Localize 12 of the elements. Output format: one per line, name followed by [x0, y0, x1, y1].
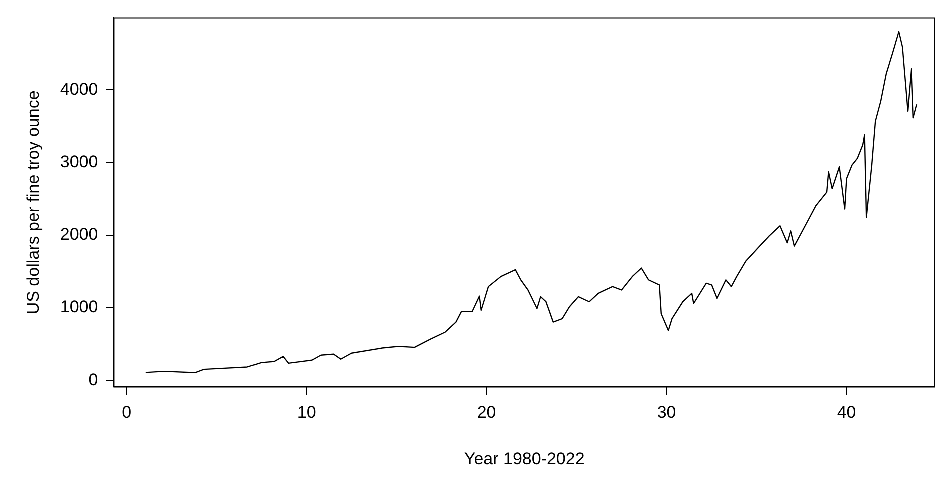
y-tick-label: 2000: [60, 225, 98, 244]
y-tick-label: 4000: [60, 80, 98, 99]
x-axis-title: Year 1980-2022: [464, 449, 585, 468]
y-tick-label: 0: [88, 370, 98, 390]
x-tick-label: 40: [837, 403, 856, 422]
x-tick-label: 10: [297, 403, 316, 422]
x-tick-label: 30: [657, 403, 676, 422]
x-tick-label: 20: [477, 403, 496, 422]
y-tick-label: 3000: [60, 152, 98, 172]
y-tick-label: 1000: [60, 298, 98, 317]
y-axis-title: US dollars per fine troy ounce: [24, 90, 43, 315]
x-tick-label: 0: [122, 403, 132, 422]
